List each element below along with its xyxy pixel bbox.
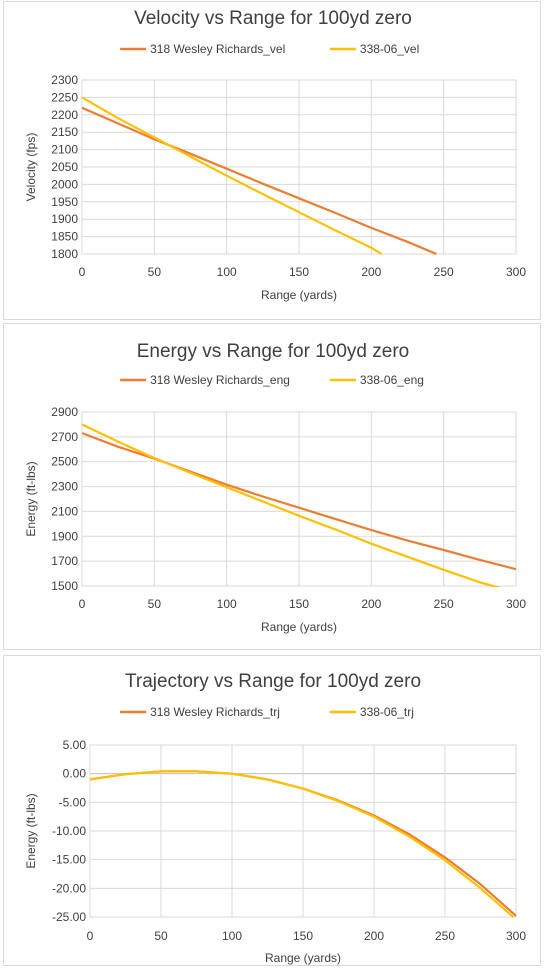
velocity-xtick-label-2: 100 [217,265,237,279]
energy-ytick-label-1: 1700 [51,554,78,568]
energy-xtick-label-4: 200 [361,597,381,611]
trajectory-legend-label-0: 318 Wesley Richards_trj [150,705,280,719]
trajectory-ytick-label-2: -15.00 [52,853,86,867]
velocity-xtick-label-1: 50 [148,265,162,279]
energy-xtick-label-6: 300 [506,597,526,611]
trajectory-chart: Trajectory vs Range for 100yd zero 318 We… [24,671,526,965]
energy-x-axis-title: Range (yards) [261,620,337,634]
trajectory-xtick-label-0: 0 [87,929,94,943]
trajectory-xtick-label-4: 200 [364,929,384,943]
velocity-ytick-label-3: 1950 [51,195,78,209]
trajectory-xtick-label-3: 150 [293,929,313,943]
trajectory-legend: 318 Wesley Richards_trj 338-06_trj [120,705,414,719]
trajectory-xtick-label-5: 250 [435,929,455,943]
energy-ytick-label-3: 2100 [51,504,78,518]
velocity-chart: Velocity vs Range for 100yd zero 318 Wesl… [24,8,526,302]
velocity-ytick-label-1: 1850 [51,230,78,244]
velocity-chart-title: Velocity vs Range for 100yd zero [134,8,412,29]
trajectory-xtick-label-6: 300 [506,929,526,943]
trajectory-ytick-label-5: 0.00 [63,767,87,781]
velocity-xtick-label-6: 300 [506,265,526,279]
trajectory-legend-label-1: 338-06_trj [360,705,414,719]
energy-xtick-label-3: 150 [289,597,309,611]
velocity-ytick-label-10: 2300 [51,73,78,87]
velocity-ytick-label-2: 1900 [51,212,78,226]
velocity-ytick-label-7: 2150 [51,125,78,139]
trajectory-x-axis-title: Range (yards) [265,951,341,965]
velocity-ytick-label-5: 2050 [51,160,78,174]
velocity-ytick-label-0: 1800 [51,247,78,261]
velocity-ytick-label-8: 2200 [51,108,78,122]
trajectory-xtick-label-2: 100 [222,929,242,943]
energy-legend: 318 Wesley Richards_eng 338-06_eng [120,373,424,387]
energy-xtick-label-2: 100 [217,597,237,611]
energy-ytick-label-2: 1900 [51,529,78,543]
velocity-ytick-label-9: 2250 [51,90,78,104]
velocity-xtick-label-3: 150 [289,265,309,279]
velocity-y-axis-title: Velocity (fps) [24,133,38,202]
energy-series-line-1 [82,423,501,587]
velocity-ytick-label-4: 2000 [51,177,78,191]
velocity-ytick-label-6: 2100 [51,143,78,157]
energy-chart: Energy vs Range for 100yd zero 318 Wesley… [24,341,526,634]
trajectory-ytick-label-6: 5.00 [63,738,87,752]
velocity-xtick-label-4: 200 [361,265,381,279]
trajectory-series-line-1 [90,770,514,918]
trajectory-ytick-label-1: -20.00 [52,881,86,895]
velocity-legend-label-1: 338-06_vel [360,42,419,56]
energy-xtick-label-5: 250 [434,597,454,611]
trajectory-xtick-label-1: 50 [154,929,168,943]
trajectory-y-axis-title: Energy (ft-lbs) [24,793,38,868]
velocity-chart-panel: Velocity vs Range for 100yd zero 318 Wesl… [3,1,541,320]
velocity-series-line-0 [82,106,437,255]
energy-chart-panel: Energy vs Range for 100yd zero 318 Wesley… [3,323,541,650]
velocity-series-line-1 [82,96,383,255]
energy-y-axis-title: Energy (ft-lbs) [24,461,38,536]
velocity-xtick-label-0: 0 [79,265,86,279]
energy-ytick-label-5: 2500 [51,455,78,469]
trajectory-ytick-label-3: -10.00 [52,824,86,838]
velocity-legend-label-0: 318 Wesley Richards_vel [150,42,285,56]
energy-chart-title: Energy vs Range for 100yd zero [137,341,410,362]
energy-ytick-label-6: 2700 [51,430,78,444]
velocity-xtick-label-5: 250 [434,265,454,279]
energy-xtick-label-0: 0 [79,597,86,611]
trajectory-chart-panel: Trajectory vs Range for 100yd zero 318 We… [3,655,541,966]
energy-ytick-label-7: 2900 [51,405,78,419]
energy-legend-label-1: 338-06_eng [360,373,424,387]
trajectory-ytick-label-4: -5.00 [59,795,87,809]
velocity-x-axis-title: Range (yards) [261,288,337,302]
energy-ytick-label-0: 1500 [51,579,78,593]
velocity-legend: 318 Wesley Richards_vel 338-06_vel [120,42,419,56]
energy-xtick-label-1: 50 [148,597,162,611]
trajectory-chart-title: Trajectory vs Range for 100yd zero [125,671,421,692]
energy-ytick-label-4: 2300 [51,480,78,494]
trajectory-ytick-label-0: -25.00 [52,910,86,924]
energy-legend-label-0: 318 Wesley Richards_eng [150,373,290,387]
